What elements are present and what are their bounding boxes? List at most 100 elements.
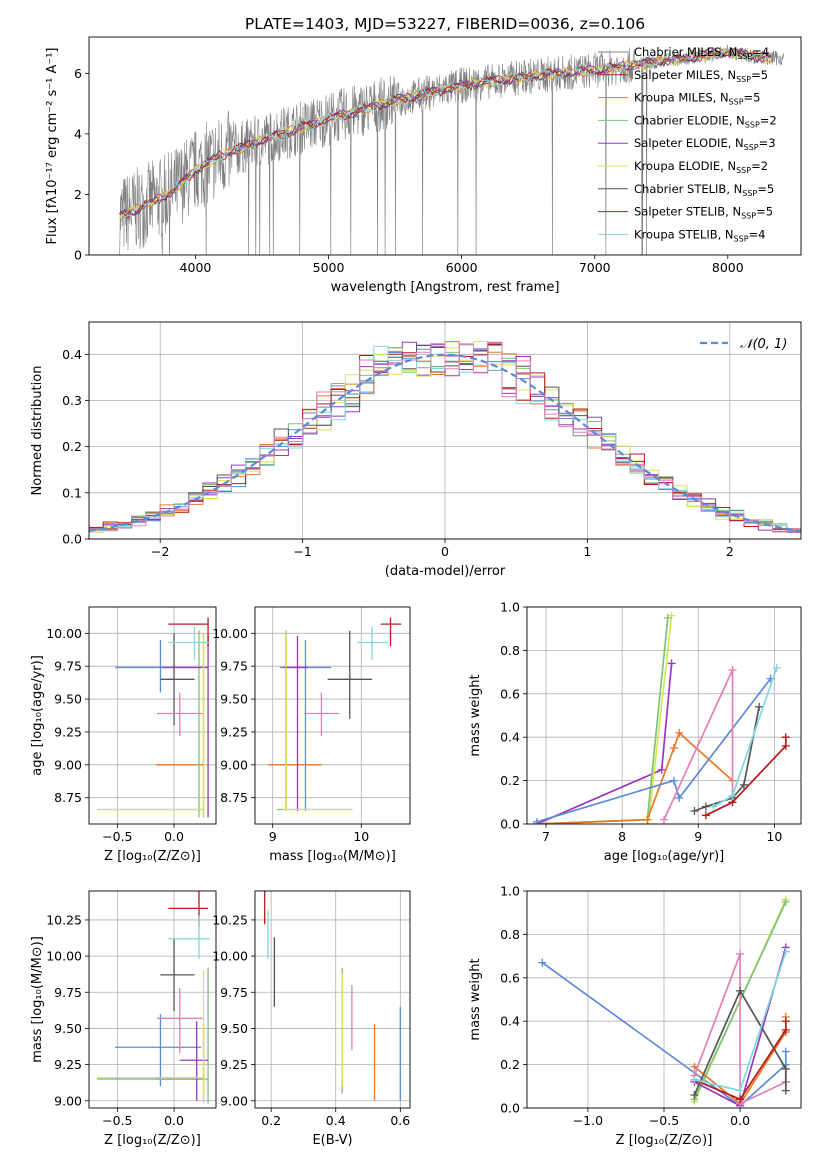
- spectrum-legend: Chabrier MILES, NSSP=4 Salpeter MILES, NS…: [598, 45, 777, 243]
- age_vs_z-axes: −0.5 0.0 8.75 9.00 9.25 9.50 9.75 10.00 Z [log₁₀…: [30, 606, 217, 864]
- age_vs_z-plot: [96, 617, 211, 818]
- data-point: [781, 1086, 790, 1095]
- spectrum-plot: [119, 44, 784, 255]
- x-tick-label: 0.6: [390, 1113, 410, 1128]
- data-point: [781, 741, 790, 750]
- y-tick-label: 10.25: [212, 912, 248, 927]
- y-tick-label: 9.50: [54, 1021, 82, 1036]
- x-tick-label: −2: [151, 544, 169, 559]
- y-tick-label: 9.00: [54, 1093, 82, 1108]
- axes-frame: [254, 890, 411, 1109]
- data-point: [781, 897, 790, 906]
- x-tick-label: 8000: [712, 260, 744, 275]
- axes-frame: [254, 606, 411, 825]
- series-line: [705, 737, 787, 817]
- y-tick-label: 0.2: [500, 1057, 520, 1072]
- data-point: [781, 1047, 790, 1056]
- legend-label: Salpeter ELODIE, NSSP=3: [634, 136, 776, 152]
- y-tick-label: 0.4: [500, 1014, 520, 1029]
- data-point: [736, 949, 745, 958]
- data-point: [675, 793, 684, 802]
- data-point: [669, 776, 678, 785]
- data-point: [728, 665, 737, 674]
- data-point: [701, 802, 710, 811]
- data-point: [781, 1025, 790, 1034]
- x-tick-label: 10: [353, 829, 369, 844]
- y-tick-label: 10.00: [46, 949, 82, 964]
- y-tick-label: 0.2: [500, 773, 520, 788]
- series-line: [694, 1021, 787, 1101]
- chart-title: PLATE=1403, MJD=53227, FIBERID=0036, z=0…: [245, 15, 645, 33]
- y-tick-label: 9.50: [54, 692, 82, 707]
- y-tick-label: 0.8: [500, 927, 520, 942]
- y-axis-label: mass [log₁₀(M/M⊙)]: [30, 936, 45, 1063]
- y-tick-label: 0.4: [62, 347, 82, 362]
- y-tick-label: 0.6: [500, 686, 520, 701]
- data-point: [690, 1090, 699, 1099]
- y-tick-label: 9.25: [54, 1057, 82, 1072]
- weight_vs_age-plot: [532, 611, 790, 824]
- y-tick-label: 9.75: [54, 985, 82, 1000]
- y-tick-label: 9.00: [220, 757, 248, 772]
- mass_vs_ebv-axes: 0.2 0.4 0.6 9.00 9.25 9.50 9.75 10.00 10.25 E(B-V…: [212, 890, 411, 1148]
- mass_vs_z-plot: [96, 891, 211, 1104]
- data-point: [736, 986, 745, 995]
- mass_vs_z-axes: −0.5 0.0 9.00 9.25 9.50 9.75 10.00 10.25 Z [log₁…: [30, 890, 217, 1148]
- x-tick-label: 10: [766, 829, 782, 844]
- x-tick-label: 6000: [446, 260, 478, 275]
- spectrum-axes: 4000 5000 6000 7000 8000 0 2 4 6 wavelength [Angs…: [45, 36, 802, 295]
- x-tick-label: 0.2: [261, 1113, 281, 1128]
- x-tick-label: −0.5: [649, 1113, 679, 1128]
- data-point: [781, 1017, 790, 1026]
- data-point: [667, 659, 676, 668]
- x-tick-label: 2: [726, 544, 734, 559]
- data-point: [690, 806, 699, 815]
- y-tick-label: 9.75: [54, 659, 82, 674]
- y-tick-label: 0.0: [62, 532, 82, 547]
- x-axis-label: age [log₁₀(age/yr)]: [604, 849, 725, 864]
- y-tick-label: 0.0: [500, 1101, 520, 1116]
- x-tick-label: 8: [618, 829, 626, 844]
- x-tick-label: 7000: [579, 260, 611, 275]
- weight_vs_age-axes: 7 8 9 10 0.0 0.2 0.4 0.6 0.8 1.0 age [log₁₀(age/yr…: [468, 600, 802, 864]
- axes-frame: [88, 321, 802, 540]
- y-tick-label: 4: [74, 126, 82, 141]
- residual-legend: 𝒩(0, 1): [700, 337, 787, 352]
- data-point: [739, 780, 748, 789]
- legend-label: Kroupa ELODIE, NSSP=2: [634, 159, 768, 175]
- x-tick-label: 0.0: [730, 1113, 750, 1128]
- residuals-plot: [89, 341, 801, 533]
- series-line: [536, 617, 669, 824]
- data-point: [781, 1064, 790, 1073]
- data-point: [663, 613, 672, 622]
- data-point: [736, 1086, 745, 1095]
- data-point: [690, 1075, 699, 1084]
- y-tick-label: 9.25: [220, 724, 248, 739]
- y-tick-label: 2: [74, 187, 82, 202]
- x-tick-label: −1.0: [573, 1113, 603, 1128]
- x-axis-label: E(B-V): [312, 1133, 352, 1148]
- x-axis-label: Z [log₁₀(Z/Z⊙)]: [104, 1133, 201, 1148]
- y-tick-label: 9.00: [220, 1093, 248, 1108]
- data-point: [660, 815, 668, 824]
- data-point: [728, 791, 737, 800]
- data-point: [781, 733, 790, 742]
- y-tick-label: 0: [74, 248, 82, 263]
- series-line: [536, 615, 673, 824]
- y-axis-label: Normed distribution: [30, 366, 45, 496]
- y-tick-label: 1.0: [500, 884, 520, 899]
- model-kroupa_miles: [119, 48, 772, 221]
- x-tick-label: 5000: [313, 260, 345, 275]
- y-tick-label: 10.00: [212, 626, 248, 641]
- age_vs_mass-plot: [268, 617, 402, 811]
- y-axis-label: Flux [fλ10⁻¹⁷ erg cm⁻² s⁻¹ A⁻¹]: [45, 48, 60, 245]
- data-point: [669, 744, 678, 753]
- legend-label: Kroupa STELIB, NSSP=4: [634, 227, 765, 243]
- y-tick-label: 9.50: [220, 1021, 248, 1036]
- data-point: [538, 958, 547, 967]
- x-tick-label: −0.5: [102, 1113, 132, 1128]
- x-axis-label: Z [log₁₀(Z/Z⊙)]: [104, 849, 201, 864]
- y-tick-label: 0.1: [62, 485, 82, 500]
- legend-label: Salpeter MILES, NSSP=5: [634, 68, 768, 84]
